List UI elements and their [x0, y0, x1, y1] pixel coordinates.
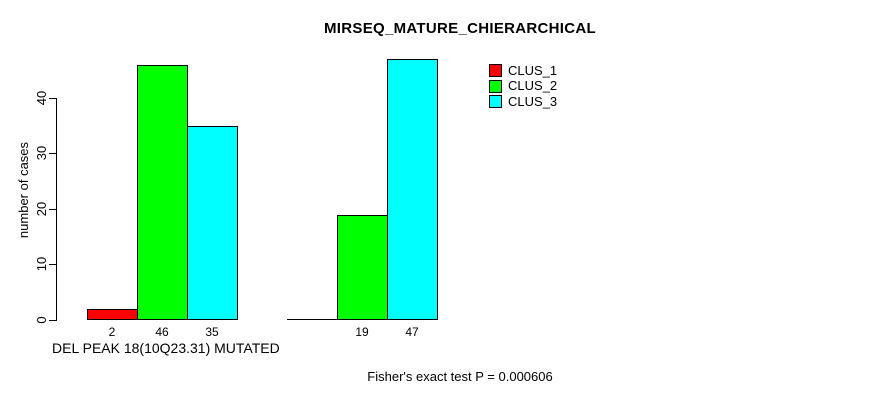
y-axis-tick — [49, 264, 56, 265]
bar-clus_1-group1 — [87, 309, 138, 320]
bar-clus_3-group2 — [387, 59, 438, 320]
bar-value-label: 2 — [108, 325, 116, 339]
bar-value-label: 35 — [205, 325, 219, 339]
y-axis-tick-label: 10 — [34, 256, 49, 272]
bar-clus_3-group1 — [187, 126, 238, 320]
legend-item: CLUS_2 — [489, 79, 557, 95]
legend-swatch-clus_1 — [489, 64, 502, 78]
x-category-label: DEL PEAK 18(10Q23.31) MUTATED — [52, 340, 280, 356]
y-axis-line — [56, 98, 57, 321]
y-axis-tick-label: 40 — [34, 90, 49, 106]
y-axis-tick — [49, 98, 56, 99]
y-axis-tick — [49, 320, 56, 321]
y-axis-tick-label: 30 — [34, 145, 49, 161]
legend-label: CLUS_1 — [508, 62, 558, 78]
y-axis-tick-label: 0 — [34, 316, 49, 324]
legend-swatch-clus_3 — [489, 95, 502, 109]
bar-value-label: 19 — [355, 325, 369, 339]
bar-clus_2-group2 — [337, 215, 388, 320]
y-axis-label: number of cases — [16, 141, 31, 239]
bar-value-label: 46 — [155, 325, 169, 339]
y-axis-tick — [49, 153, 56, 154]
legend-item: CLUS_1 — [489, 63, 557, 79]
bar-clus_2-group1 — [137, 65, 188, 320]
legend-swatch-clus_2 — [489, 79, 502, 93]
legend-label: CLUS_3 — [508, 93, 558, 109]
y-axis-tick-label: 20 — [34, 201, 49, 217]
legend-item: CLUS_3 — [489, 94, 557, 110]
legend: CLUS_1 CLUS_2 CLUS_3 — [489, 63, 557, 110]
legend-label: CLUS_2 — [508, 78, 558, 94]
bar-value-label: 47 — [405, 325, 419, 339]
chart-title: MIRSEQ_MATURE_CHIERARCHICAL — [324, 20, 596, 37]
bar-clus_1-group2 — [287, 319, 338, 320]
y-axis-tick — [49, 209, 56, 210]
fisher-test-annotation: Fisher's exact test P = 0.000606 — [367, 369, 553, 384]
